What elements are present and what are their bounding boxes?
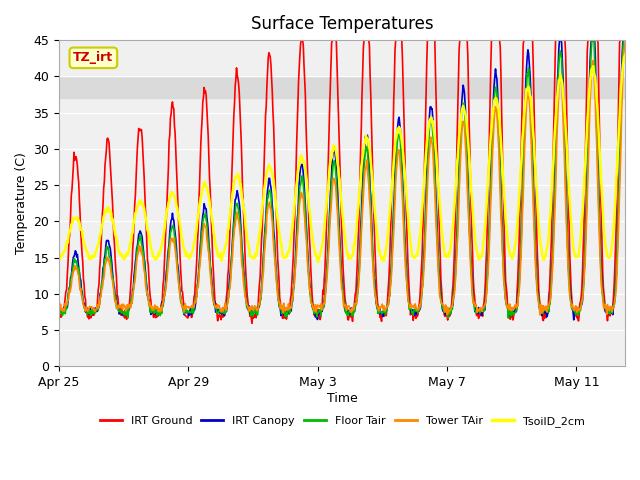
X-axis label: Time: Time: [326, 392, 358, 405]
Bar: [59, 76, 625, 98]
Title: Surface Temperatures: Surface Temperatures: [251, 15, 433, 33]
Legend: IRT Ground, IRT Canopy, Floor Tair, Tower TAir, TsoilD_2cm: IRT Ground, IRT Canopy, Floor Tair, Towe…: [95, 411, 589, 431]
Y-axis label: Temperature (C): Temperature (C): [15, 152, 28, 254]
Text: TZ_irt: TZ_irt: [74, 51, 113, 64]
